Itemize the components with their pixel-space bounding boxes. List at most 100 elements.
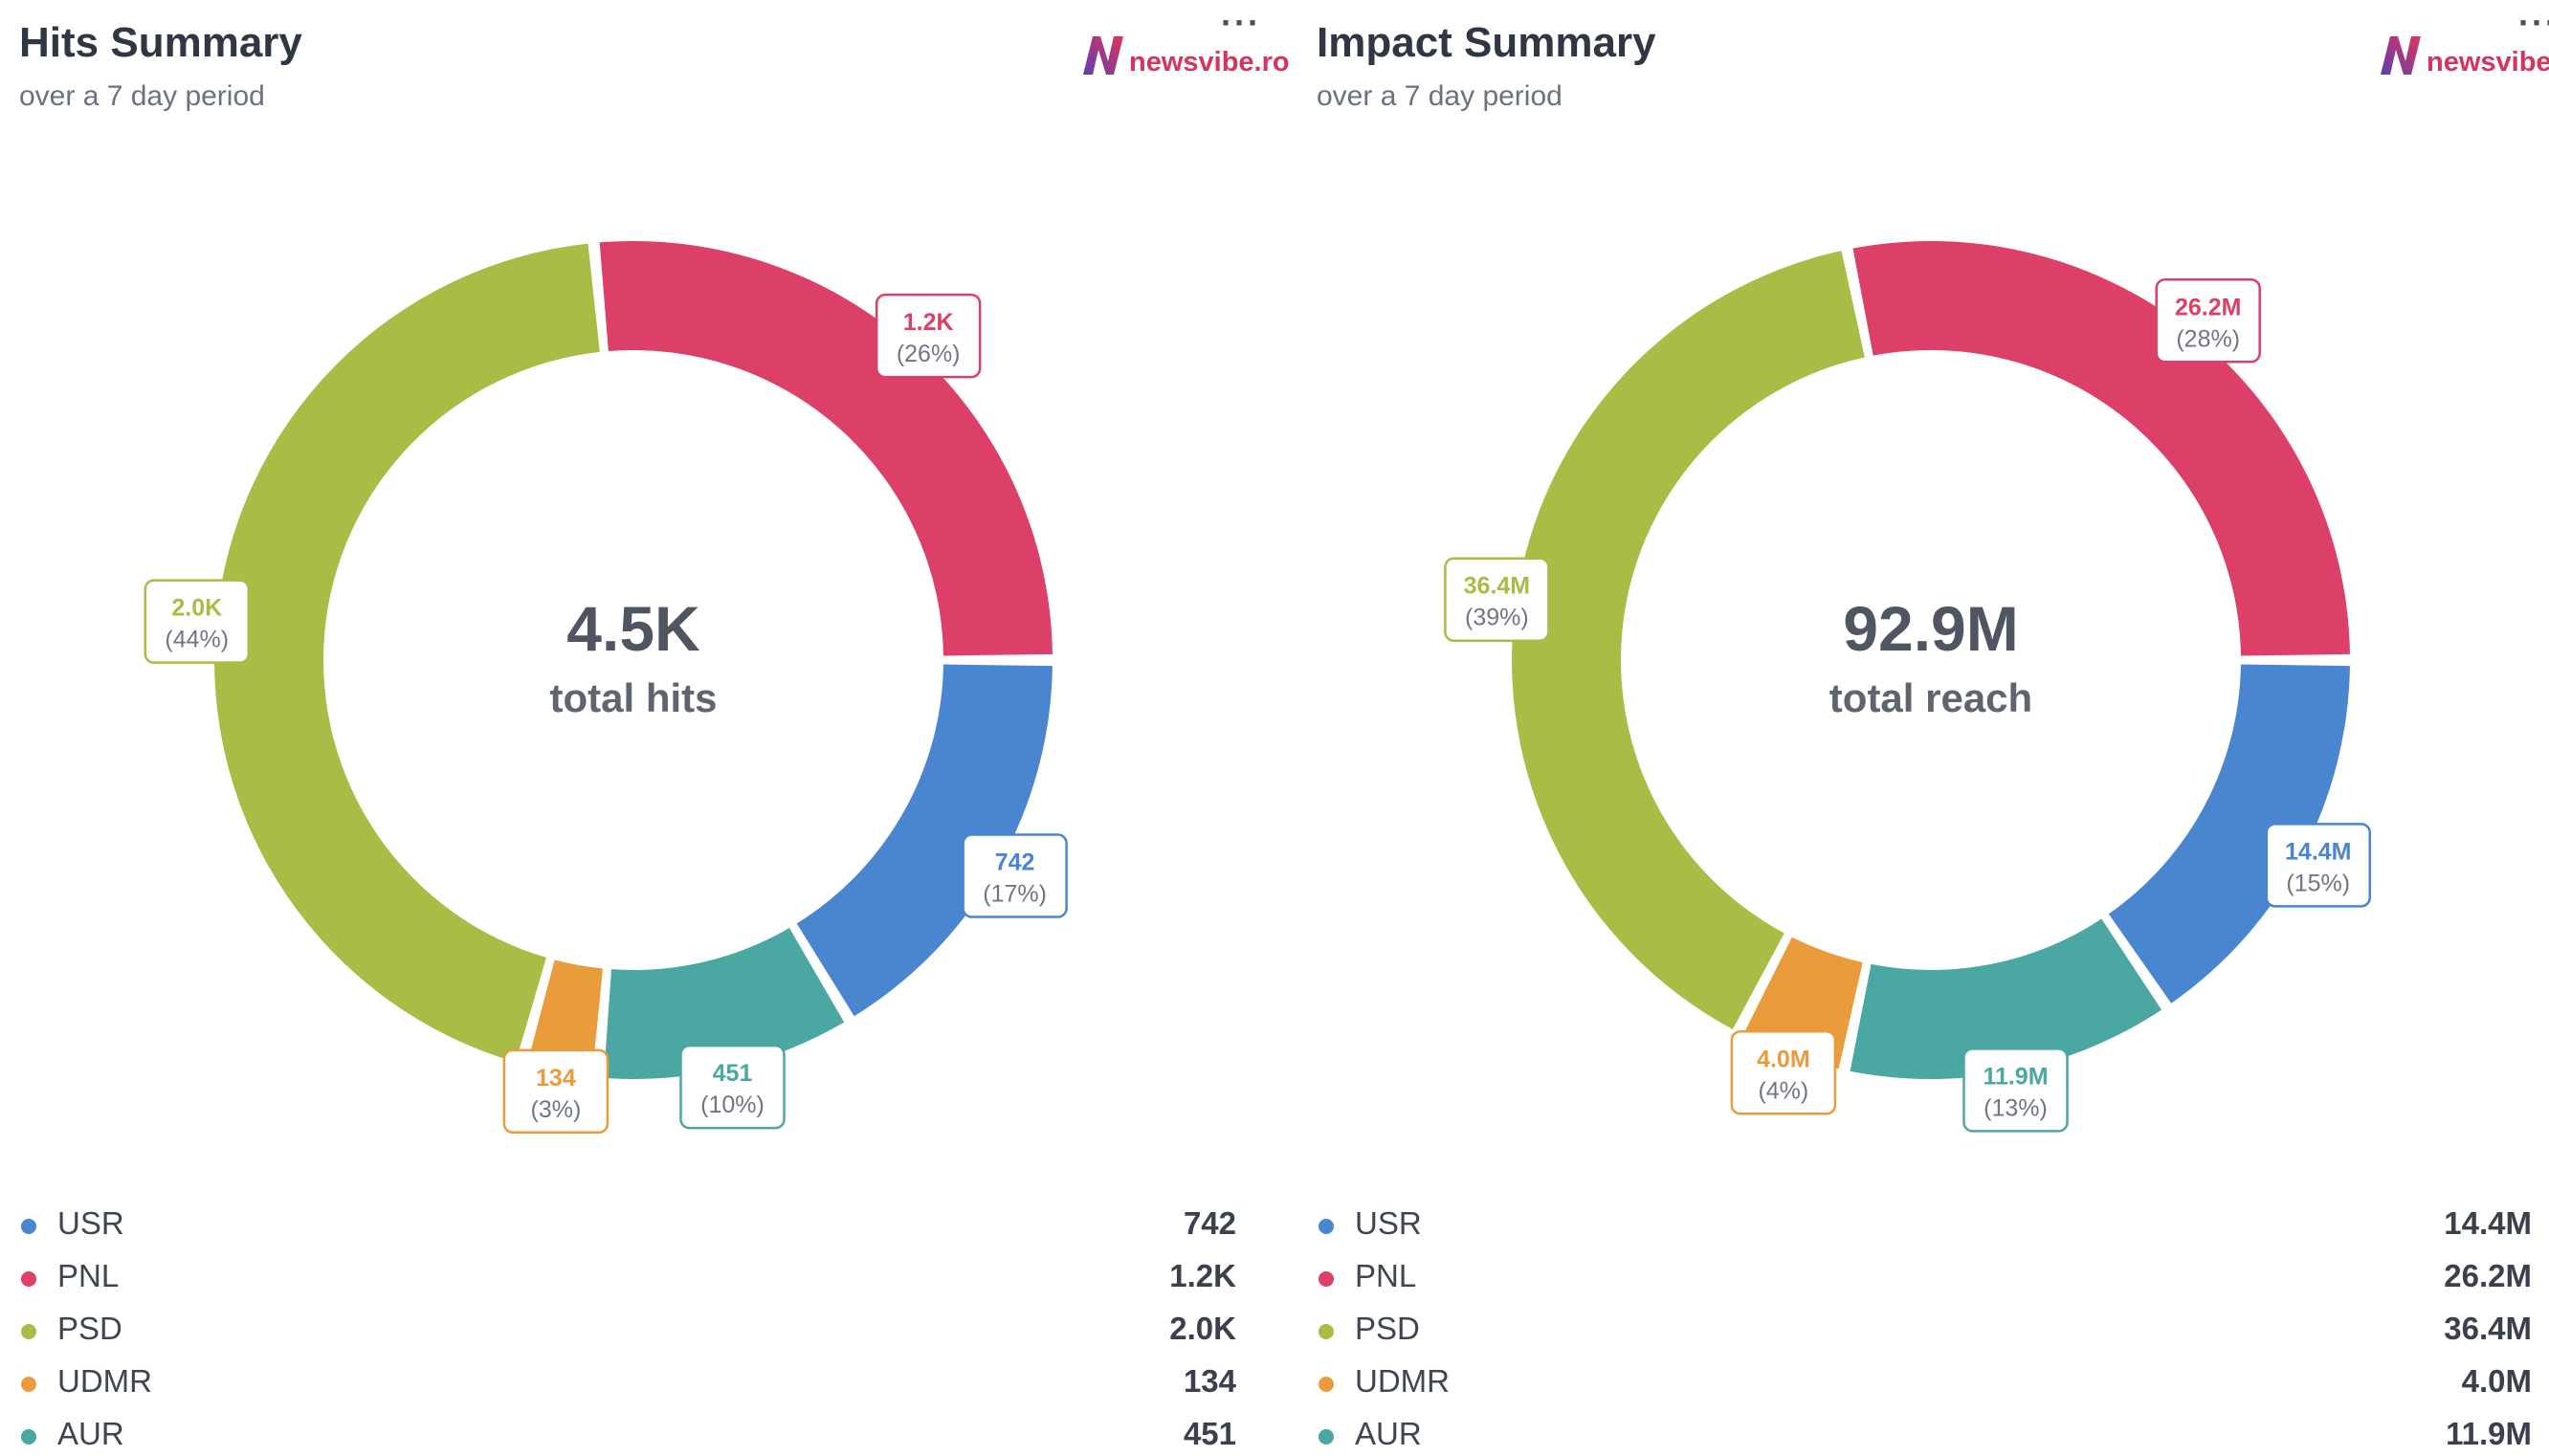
slice-label-aur: 451 (10%): [679, 1044, 786, 1130]
newsvibe-logo-icon: [2381, 36, 2421, 75]
legend-value: 11.9M: [2446, 1416, 2532, 1451]
slice-label-box: [875, 293, 982, 379]
slice-percent-label: (3%): [531, 1096, 582, 1123]
legend-value: 2.0K: [1169, 1311, 1236, 1346]
slice-label-aur: 11.9M (13%): [1962, 1048, 2069, 1133]
legend-item-pnl[interactable]: PNL 26.2M: [1297, 1252, 2532, 1305]
legend-dot-icon: [1319, 1324, 1334, 1339]
legend-dot-icon: [21, 1271, 36, 1287]
impact-summary-panel: Impact Summary over a 7 day period ··· n…: [1297, 0, 2549, 1456]
legend-value: 14.4M: [2444, 1205, 2532, 1241]
legend-item-udmr[interactable]: UDMR 4.0M: [1297, 1357, 2532, 1410]
legend-item-usr[interactable]: USR 14.4M: [1297, 1200, 2532, 1252]
center-label: total reach: [1829, 675, 2032, 720]
slice-percent-label: (10%): [700, 1092, 765, 1118]
slice-label-udmr: 4.0M (4%): [1730, 1030, 1837, 1115]
legend-dot-icon: [21, 1219, 36, 1234]
legend-name: PSD: [1355, 1311, 1420, 1346]
legend-item-aur[interactable]: AUR 451: [0, 1410, 1236, 1456]
legend-item-usr[interactable]: USR 742: [0, 1200, 1236, 1252]
legend-dot-icon: [1319, 1377, 1334, 1392]
slice-percent-label: (26%): [897, 341, 961, 367]
slice-label-udmr: 134 (3%): [502, 1048, 610, 1135]
panel-subtitle: over a 7 day period: [19, 80, 265, 112]
legend-dot-icon: [1319, 1429, 1334, 1445]
logo-text: newsvibe.ro: [2427, 46, 2549, 77]
donut-slice-aur[interactable]: [1850, 918, 2162, 1080]
slice-value-label: 11.9M: [1983, 1063, 2048, 1090]
hits-donut-chart: 742 (17%) 451 (10%) 134 (3%) 2.0K (44%) 1.2K (26%…: [144, 241, 1068, 1135]
impact-donut-chart: 14.4M (15%) 11.9M (13%) 4.0M (4%) 36.4M (39%) 26…: [1444, 240, 2372, 1133]
logo-text: newsvibe.ro: [1129, 46, 1290, 77]
center-label: total hits: [550, 675, 718, 720]
impact-legend: USR 14.4M PNL 26.2M PSD 36.4M UDMR 4.0M AUR 11.9M: [1297, 1200, 2532, 1456]
slice-value-label: 2.0K: [171, 595, 222, 622]
slice-value-label: 451: [713, 1060, 753, 1087]
slice-label-box: [1444, 557, 1550, 642]
donut-slice-usr[interactable]: [796, 664, 1053, 1017]
legend-dot-icon: [21, 1429, 36, 1445]
legend-value: 26.2M: [2444, 1258, 2532, 1293]
legend-value: 742: [1183, 1205, 1236, 1241]
slice-percent-label: (13%): [1984, 1094, 2048, 1121]
slice-value-label: 1.2K: [903, 309, 954, 336]
slice-percent-label: (39%): [1465, 605, 1529, 631]
legend-item-aur[interactable]: AUR 11.9M: [1297, 1410, 2532, 1456]
donut-slice-psd[interactable]: [214, 243, 600, 1063]
slice-label-psd: 36.4M (39%): [1444, 557, 1550, 642]
legend-dot-icon: [1319, 1271, 1334, 1287]
slice-value-label: 36.4M: [1464, 573, 1530, 600]
slice-percent-label: (15%): [2286, 870, 2350, 896]
legend-dot-icon: [1319, 1219, 1334, 1234]
panel-title: Hits Summary: [19, 19, 302, 66]
slice-label-usr: 14.4M (15%): [2265, 823, 2372, 908]
legend-name: USR: [57, 1205, 124, 1241]
slice-label-box: [502, 1048, 610, 1135]
legend-value: 36.4M: [2444, 1311, 2532, 1346]
legend-name: USR: [1355, 1205, 1422, 1241]
legend-name: AUR: [1355, 1416, 1422, 1451]
slice-value-label: 14.4M: [2285, 838, 2351, 865]
slice-percent-label: (4%): [1758, 1077, 1808, 1104]
center-value: 92.9M: [1843, 593, 2018, 664]
newsvibe-logo-icon: [1083, 36, 1123, 75]
slice-percent-label: (17%): [983, 881, 1047, 908]
center-value: 4.5K: [566, 593, 700, 664]
more-options-icon[interactable]: ···: [2518, 3, 2549, 42]
slice-label-box: [2265, 823, 2372, 908]
donut-slice-aur[interactable]: [603, 928, 845, 1079]
newsvibe-logo: newsvibe.ro: [1081, 33, 1290, 77]
hits-summary-panel: Hits Summary over a 7 day period ··· new…: [0, 3, 1290, 1456]
donut-slice-udmr[interactable]: [526, 960, 603, 1077]
slice-label-box: [962, 833, 1068, 918]
slice-label-usr: 742 (17%): [962, 833, 1068, 918]
slice-label-box: [2155, 278, 2261, 364]
legend-item-psd[interactable]: PSD 2.0K: [0, 1305, 1236, 1357]
legend-name: AUR: [57, 1416, 124, 1451]
hits-legend: USR 742 PNL 1.2K PSD 2.0K UDMR 134 AUR 451: [0, 1200, 1236, 1456]
legend-item-pnl[interactable]: PNL 1.2K: [0, 1252, 1236, 1305]
legend-item-udmr[interactable]: UDMR 134: [0, 1357, 1236, 1410]
slice-value-label: 4.0M: [1757, 1046, 1810, 1072]
more-options-icon[interactable]: ···: [1221, 3, 1261, 42]
legend-value: 451: [1183, 1416, 1236, 1451]
slice-value-label: 26.2M: [2175, 294, 2241, 320]
slice-label-box: [679, 1044, 786, 1130]
legend-value: 1.2K: [1169, 1258, 1236, 1293]
panel-title: Impact Summary: [1317, 19, 1656, 66]
slice-label-box: [144, 579, 251, 664]
donut-slice-psd[interactable]: [1512, 251, 1865, 1029]
slice-label-box: [1730, 1030, 1837, 1115]
slice-percent-label: (28%): [2176, 325, 2240, 352]
legend-item-psd[interactable]: PSD 36.4M: [1297, 1305, 2532, 1357]
donut-slice-usr[interactable]: [2108, 664, 2350, 1004]
slice-label-pnl: 1.2K (26%): [875, 293, 982, 379]
legend-value: 4.0M: [2461, 1363, 2532, 1399]
donut-slice-pnl[interactable]: [1852, 240, 2350, 656]
legend-dot-icon: [21, 1377, 36, 1392]
slice-label-box: [1962, 1048, 2069, 1133]
panel-subtitle: over a 7 day period: [1317, 80, 1563, 112]
donut-slice-pnl[interactable]: [599, 241, 1053, 656]
legend-name: UDMR: [57, 1363, 152, 1399]
legend-dot-icon: [21, 1324, 36, 1339]
